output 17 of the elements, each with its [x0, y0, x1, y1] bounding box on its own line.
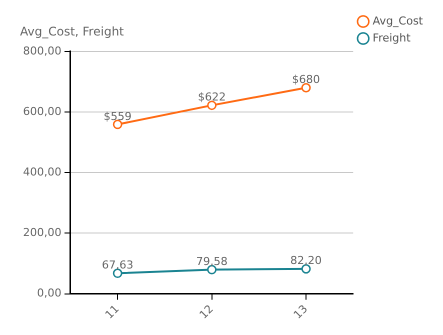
x-tick-label: 12 — [196, 302, 216, 322]
data-label: 67,63 — [102, 258, 134, 272]
y-tick-label: 200,00 — [22, 226, 62, 240]
x-tick-label: 13 — [291, 302, 310, 322]
y-tick-label: 400,00 — [22, 165, 62, 178]
data-label: $622 — [198, 90, 226, 104]
data-label: $680 — [292, 73, 320, 86]
chart-title: Avg_Cost, Freight — [20, 24, 124, 38]
legend-label: Freight — [372, 31, 412, 44]
y-tick-label: 600,00 — [22, 104, 62, 118]
y-tick-label: 800,00 — [22, 44, 62, 58]
y-tick-label: 0,00 — [36, 286, 62, 300]
x-tick-label: 11 — [102, 302, 122, 322]
data-label: $559 — [104, 110, 132, 123]
data-label: 79,58 — [196, 255, 228, 268]
data-label: 82,20 — [290, 254, 322, 268]
legend-label: Avg_Cost — [372, 14, 424, 28]
